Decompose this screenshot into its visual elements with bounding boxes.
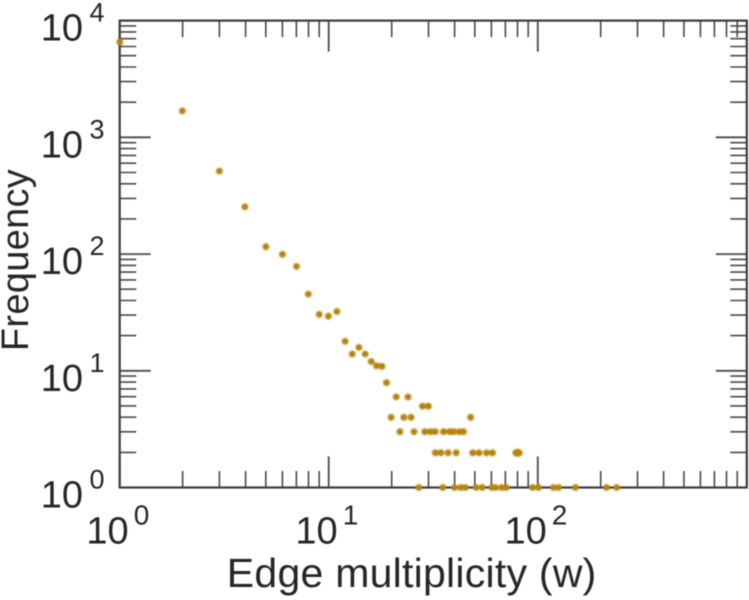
svg-text:10: 10: [41, 475, 83, 517]
svg-text:0: 0: [134, 500, 150, 531]
svg-text:10: 10: [86, 511, 128, 553]
svg-text:10: 10: [41, 124, 83, 166]
svg-text:2: 2: [552, 500, 568, 531]
svg-text:4: 4: [89, 0, 104, 28]
svg-text:2: 2: [89, 231, 104, 261]
svg-text:10: 10: [41, 8, 83, 50]
svg-text:3: 3: [89, 114, 104, 144]
svg-text:10: 10: [41, 241, 83, 283]
svg-text:1: 1: [89, 348, 104, 378]
svg-text:10: 10: [505, 511, 547, 553]
svg-text:0: 0: [89, 465, 104, 495]
svg-text:1: 1: [343, 500, 359, 531]
svg-text:10: 10: [41, 358, 83, 400]
svg-text:Frequency: Frequency: [0, 169, 37, 351]
svg-text:10: 10: [295, 511, 337, 553]
svg-text:Edge multiplicity (w): Edge multiplicity (w): [227, 550, 597, 596]
